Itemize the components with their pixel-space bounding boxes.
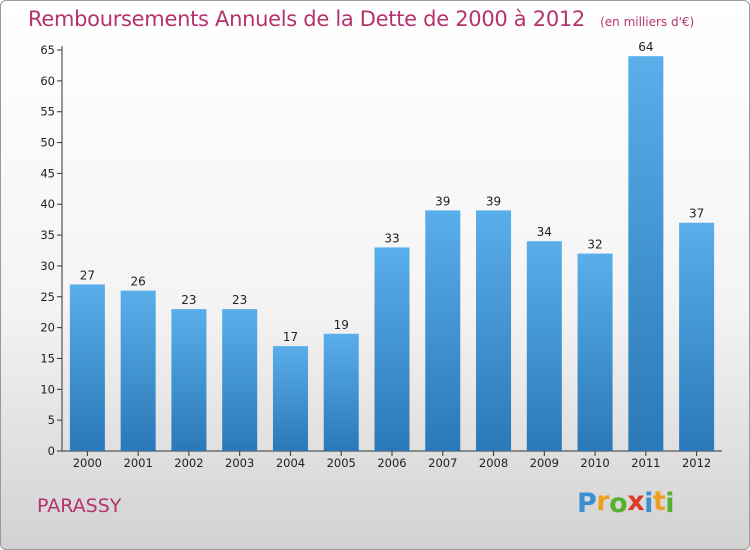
data-label: 23 xyxy=(232,293,247,307)
bar xyxy=(374,247,410,451)
bar xyxy=(679,222,715,451)
y-tick-label: 20 xyxy=(40,321,55,335)
y-tick-label: 0 xyxy=(48,444,55,458)
x-tick-label: 2011 xyxy=(631,456,660,470)
y-tick-label: 5 xyxy=(48,413,55,427)
data-label: 26 xyxy=(131,275,146,289)
bar xyxy=(577,253,613,451)
data-label: 27 xyxy=(80,268,95,282)
y-tick-label: 40 xyxy=(40,197,55,211)
y-tick-label: 55 xyxy=(40,105,55,119)
bar xyxy=(526,241,562,451)
brand-letter: r xyxy=(596,486,610,517)
bar xyxy=(323,333,359,451)
bar xyxy=(628,56,664,452)
x-tick-label: 2005 xyxy=(327,456,356,470)
data-label: 39 xyxy=(486,194,501,208)
brand-letter: P xyxy=(577,488,597,519)
y-tick-label: 50 xyxy=(40,136,55,150)
brand-letter: o xyxy=(609,488,628,519)
chart-subtitle: (en milliers d'€) xyxy=(600,15,695,29)
brand-letter: x xyxy=(627,486,645,517)
brand-letter: i xyxy=(644,488,653,519)
bar xyxy=(222,309,258,451)
data-label: 23 xyxy=(181,293,196,307)
y-tick-label: 15 xyxy=(40,351,55,365)
chart-title: Remboursements Annuels de la Dette de 20… xyxy=(28,7,585,31)
brand-letter: i xyxy=(665,488,675,519)
bar xyxy=(69,284,105,451)
bar xyxy=(171,309,207,451)
x-tick-label: 2006 xyxy=(377,456,406,470)
title-row: Remboursements Annuels de la Dette de 20… xyxy=(28,7,694,31)
y-tick-label: 25 xyxy=(40,290,55,304)
bar xyxy=(476,210,512,451)
x-tick-label: 2000 xyxy=(73,456,102,470)
y-tick-label: 10 xyxy=(40,382,55,396)
data-label: 64 xyxy=(638,40,653,54)
data-label: 37 xyxy=(689,207,704,221)
x-tick-label: 2007 xyxy=(428,456,457,470)
y-tick-label: 30 xyxy=(40,259,55,273)
x-tick-label: 2003 xyxy=(225,456,254,470)
y-tick-label: 65 xyxy=(40,43,55,57)
x-tick-label: 2008 xyxy=(479,456,508,470)
data-label: 33 xyxy=(384,231,399,245)
data-label: 32 xyxy=(587,238,602,252)
bar xyxy=(425,210,461,451)
brand-letter: t xyxy=(652,486,666,517)
x-tick-label: 2002 xyxy=(174,456,203,470)
data-label: 34 xyxy=(537,225,552,239)
data-label: 39 xyxy=(435,194,450,208)
x-tick-label: 2012 xyxy=(682,456,711,470)
y-tick-label: 35 xyxy=(40,228,55,242)
x-tick-label: 2009 xyxy=(530,456,559,470)
commune-name: PARASSY xyxy=(37,495,122,517)
bar xyxy=(272,346,308,451)
x-tick-label: 2001 xyxy=(124,456,153,470)
y-tick-label: 45 xyxy=(40,166,55,180)
x-tick-label: 2004 xyxy=(276,456,305,470)
y-tick-label: 60 xyxy=(40,74,55,88)
data-label: 19 xyxy=(334,318,349,332)
bar xyxy=(120,290,156,451)
data-label: 17 xyxy=(283,330,298,344)
x-tick-label: 2010 xyxy=(580,456,609,470)
brand-logo: Proxiti xyxy=(577,486,675,519)
